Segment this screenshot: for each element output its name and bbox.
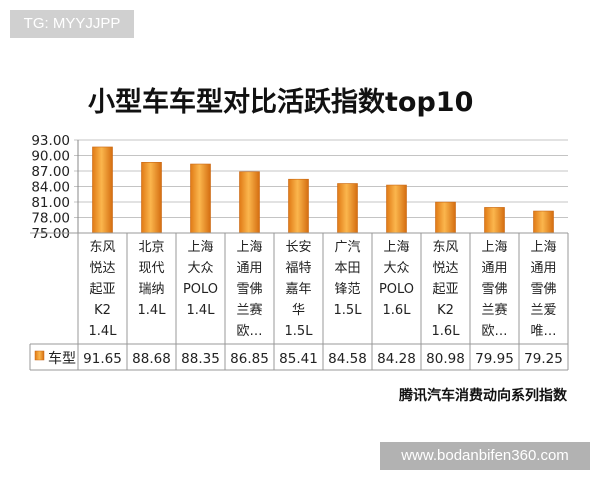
bar-layer: [92, 146, 554, 234]
x-category-label: 雪佛: [481, 282, 507, 297]
x-category-label: K2: [94, 303, 111, 318]
x-category-label: 上海: [187, 240, 213, 255]
bar: [484, 207, 505, 234]
y-tick-label: 81.00: [31, 195, 70, 211]
source-label: 腾讯汽车消费动向系列指数: [399, 387, 568, 404]
data-value-label: 79.25: [524, 351, 563, 367]
x-category-label: 东风: [432, 240, 458, 255]
bar: [435, 201, 456, 234]
x-category-label: K2: [437, 303, 454, 318]
top-watermark: TG: MYYJJPP: [10, 10, 134, 38]
y-tick-label: 93.00: [31, 133, 70, 149]
x-category-label: 1.4L: [187, 303, 216, 318]
x-category-label: 1.4L: [89, 324, 118, 339]
data-value-label: 86.85: [230, 351, 269, 367]
x-category-label: POLO: [183, 282, 218, 297]
data-value-label: 79.95: [475, 351, 514, 367]
data-value-label: 80.98: [426, 351, 465, 367]
x-category-label: POLO: [379, 282, 414, 297]
x-category-label: 锋范: [334, 282, 360, 297]
y-tick-label: 84.00: [31, 180, 70, 196]
y-tick-label: 78.00: [31, 211, 70, 227]
x-category-label: 本田: [334, 261, 360, 276]
x-category-label: 瑞纳: [138, 282, 164, 297]
data-value-label: 84.58: [328, 351, 367, 367]
bar: [92, 146, 113, 234]
bar: [337, 183, 358, 234]
x-category-label: 欧…: [236, 324, 262, 339]
x-category-label: 华: [292, 303, 305, 318]
x-category-label: 现代: [138, 261, 164, 276]
x-category-label: 1.6L: [432, 324, 461, 339]
x-category-label: 1.4L: [138, 303, 167, 318]
x-category-label: 大众: [383, 261, 409, 276]
x-category-label: 兰赛: [236, 302, 262, 318]
x-category-label: 起亚: [89, 282, 115, 297]
x-category-label: 通用: [236, 261, 262, 276]
x-category-label: 上海: [530, 240, 556, 255]
x-category-label: 兰赛: [481, 302, 507, 318]
x-category-label: 1.6L: [383, 303, 412, 318]
bar: [533, 210, 554, 234]
bar: [386, 184, 407, 234]
data-value-label: 91.65: [83, 351, 122, 367]
x-category-label: 上海: [236, 240, 262, 255]
x-category-label: 北京: [138, 240, 164, 255]
bar: [190, 163, 211, 234]
x-category-label: 起亚: [432, 282, 458, 297]
x-category-label: 东风: [89, 240, 115, 255]
x-category-label: 大众: [187, 261, 213, 276]
legend-label: 车型: [48, 350, 76, 367]
chart-title: 小型车车型对比活跃指数top10: [88, 86, 473, 118]
y-tick-label: 90.00: [31, 149, 70, 165]
x-category-label: 雪佛: [530, 282, 556, 297]
bottom-watermark: www.bodanbifen360.com: [380, 442, 590, 470]
x-category-label: 兰爱: [530, 303, 556, 318]
x-category-label: 通用: [481, 261, 507, 276]
x-category-label: 通用: [530, 261, 556, 276]
x-category-label: 1.5L: [334, 303, 363, 318]
x-category-label: 上海: [481, 240, 507, 255]
bar: [141, 162, 162, 234]
data-value-label: 88.68: [132, 351, 171, 367]
x-category-label: 嘉年: [285, 282, 311, 297]
data-value-label: 88.35: [181, 351, 220, 367]
data-value-label: 84.28: [377, 351, 416, 367]
x-category-label: 悦达: [432, 261, 458, 276]
x-category-label: 广汽: [334, 240, 360, 255]
x-category-label: 长安: [285, 240, 311, 255]
x-category-label: 悦达: [89, 261, 115, 276]
x-category-label: 上海: [383, 240, 409, 255]
y-tick-label: 75.00: [31, 226, 70, 242]
legend-swatch: [34, 350, 45, 361]
x-category-label: 唯…: [530, 324, 556, 339]
bar: [239, 171, 260, 234]
y-tick-label: 87.00: [31, 164, 70, 180]
x-category-label: 福特: [285, 261, 311, 276]
bar: [288, 178, 309, 234]
x-category-label: 1.5L: [285, 324, 314, 339]
x-category-label: 欧…: [481, 324, 507, 339]
data-value-label: 85.41: [279, 351, 318, 367]
x-category-label: 雪佛: [236, 282, 262, 297]
